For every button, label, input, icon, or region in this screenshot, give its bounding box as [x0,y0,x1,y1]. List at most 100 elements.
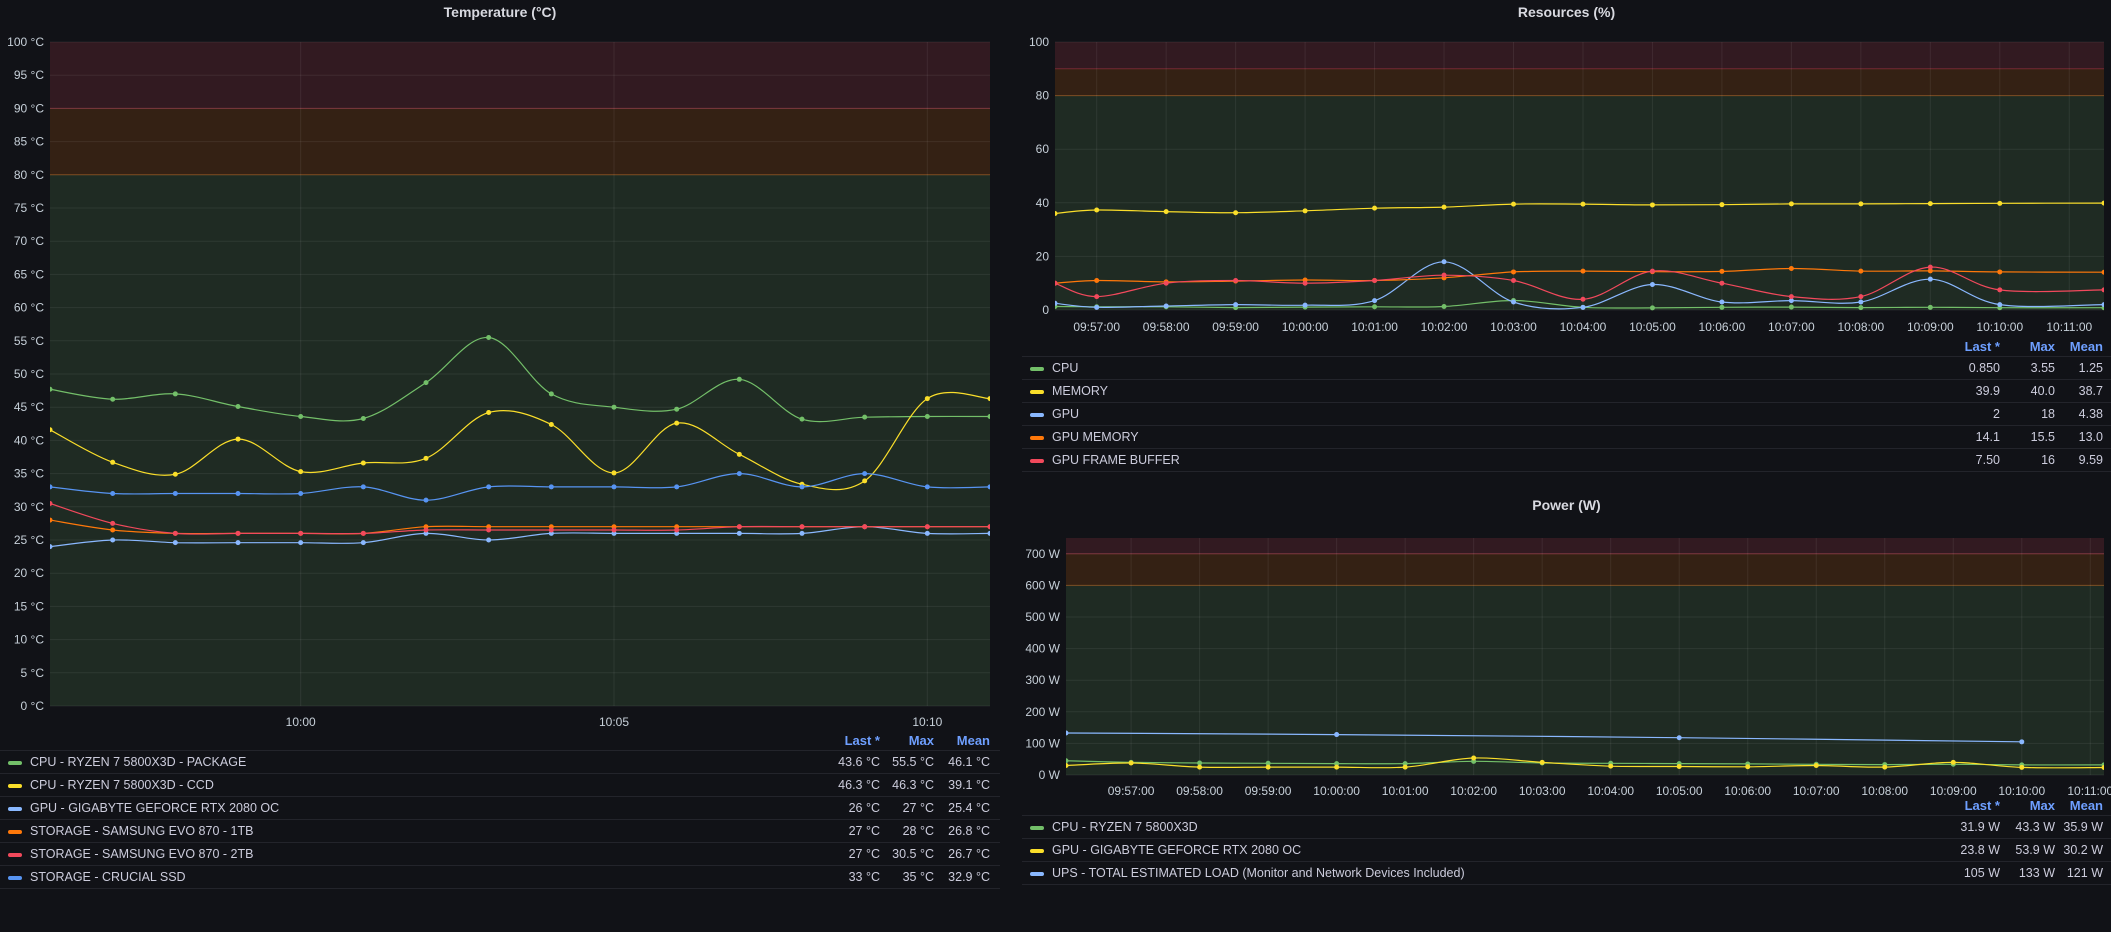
data-point [1997,287,2003,293]
data-point [360,484,366,490]
legend-row[interactable]: CPU - RYZEN 7 5800X3D 31.9 W 43.3 W 35.9 W [1022,815,2111,838]
legend-series-name[interactable]: MEMORY [1052,384,1109,398]
legend-row[interactable]: MEMORY 39.9 40.0 38.7 [1022,379,2111,402]
legend-row[interactable]: GPU - GIGABYTE GEFORCE RTX 2080 OC 23.8 W… [1022,838,2111,861]
data-point [1511,278,1517,284]
data-point [1334,761,1340,767]
threshold-band [50,42,990,109]
resources-chart[interactable]: 0 20 40 60 80 100 09:57:00 09:58:00 09:59:00 10:0… [1022,0,2111,340]
legend-series-name[interactable]: CPU - RYZEN 7 5800X3D - CCD [30,778,214,792]
series-line [1055,266,2104,300]
legend-value-last: 39.9 [1975,384,2000,398]
data-point [1858,201,1864,207]
data-point [1066,730,1069,736]
data-point [1788,298,1794,304]
legend-series-name[interactable]: GPU FRAME BUFFER [1052,453,1180,467]
y-tick-label: 5 °C [21,666,45,680]
legend-series-name[interactable]: STORAGE - SAMSUNG EVO 870 - 1TB [30,824,254,838]
power-chart[interactable]: 0 W 100 W 200 W 300 W 400 W 500 W 600 W 700 W 09… [1022,493,2111,803]
data-point [1372,298,1378,304]
x-tick-label: 10:03:00 [1490,320,1537,334]
data-point [799,484,805,490]
legend-value-last: 46.3 °C [838,778,880,792]
y-tick-label: 60 °C [14,301,44,315]
legend-column-header[interactable]: Max [908,733,934,748]
legend-column-header[interactable]: Max [2029,798,2055,813]
legend-series-name[interactable]: STORAGE - CRUCIAL SSD [30,870,186,884]
legend-row[interactable]: CPU - RYZEN 7 5800X3D - CCD 46.3 °C 46.3 °… [0,773,1000,796]
legend-column-header[interactable]: Last * [1964,339,2000,354]
data-point [423,455,429,461]
legend-column-header[interactable]: Mean [956,733,990,748]
data-point [1094,278,1100,284]
data-point [1441,304,1447,310]
legend-value-mean: 32.9 °C [948,870,990,884]
legend-row[interactable]: CPU - RYZEN 7 5800X3D - PACKAGE 43.6 °C 55… [0,750,1000,773]
y-tick-label: 15 °C [14,599,44,613]
x-tick-label: 10:10 [912,715,942,729]
legend-column-header[interactable]: Mean [2069,798,2103,813]
legend-row[interactable]: GPU 2 18 4.38 [1022,402,2111,425]
data-point [548,484,554,490]
series-line [50,336,990,423]
panel-title[interactable]: Temperature (°C) [443,4,557,20]
data-point [1511,269,1517,275]
panel-title[interactable]: Resources (%) [1517,4,1616,20]
series-line [1066,732,2022,743]
data-point [1402,764,1408,770]
legend-row[interactable]: UPS - TOTAL ESTIMATED LOAD (Monitor and … [1022,861,2111,885]
data-point [1927,304,1933,310]
legend-row[interactable]: CPU 0.850 3.55 1.25 [1022,356,2111,379]
series-color-swatch [1030,436,1044,440]
legend-row[interactable]: GPU - GIGABYTE GEFORCE RTX 2080 OC 26 °C 2… [0,796,1000,819]
legend-value-mean: 26.8 °C [948,824,990,838]
legend-series-name[interactable]: GPU [1052,407,1080,421]
data-point [1441,259,1447,265]
legend-series-name[interactable]: CPU - RYZEN 7 5800X3D [1052,820,1198,834]
legend-row[interactable]: STORAGE - SAMSUNG EVO 870 - 1TB 27 °C 28 °… [0,819,1000,842]
data-point [548,527,554,533]
legend-row[interactable]: GPU MEMORY 14.1 15.5 13.0 [1022,425,2111,448]
data-point [360,540,366,546]
x-tick-label: 10:06:00 [1724,784,1771,798]
legend-value-max: 46.3 °C [892,778,934,792]
legend-series-name[interactable]: GPU MEMORY [1052,430,1139,444]
y-tick-label: 25 °C [14,533,44,547]
legend-value-max: 30.5 °C [892,847,934,861]
threshold-band [1066,585,2104,775]
series-line [1055,261,2104,310]
x-tick-label: 10:05:00 [1629,320,1676,334]
legend-column-header[interactable]: Max [2029,339,2055,354]
legend-series-name[interactable]: STORAGE - SAMSUNG EVO 870 - 2TB [30,847,254,861]
legend-row[interactable]: STORAGE - SAMSUNG EVO 870 - 2TB 27 °C 30.5… [0,842,1000,865]
legend-column-header[interactable]: Last * [1964,798,2000,813]
series-line [1055,202,2104,215]
data-point [1055,280,1058,286]
data-point [486,334,492,340]
legend-series-name[interactable]: UPS - TOTAL ESTIMATED LOAD (Monitor and … [1052,866,1465,880]
temperature-chart[interactable]: 0 °C 5 °C 10 °C 15 °C 20 °C 25 °C 30 °C 35 °C 40… [0,0,1000,740]
x-tick-label: 10:04:00 [1587,784,1634,798]
legend-value-mean: 9.59 [2078,453,2103,467]
legend-series-name[interactable]: CPU - RYZEN 7 5800X3D - PACKAGE [30,755,247,769]
data-point [423,380,429,386]
panel-title[interactable]: Power (W) [1532,497,1601,513]
series-line [1055,299,2104,309]
data-point [1719,268,1725,274]
legend-series-name[interactable]: GPU - GIGABYTE GEFORCE RTX 2080 OC [1052,843,1302,857]
y-tick-label: 600 W [1025,578,1060,592]
legend-column-header[interactable]: Mean [2069,339,2103,354]
legend-row[interactable]: STORAGE - CRUCIAL SSD 33 °C 35 °C 32.9 °C [0,865,1000,889]
x-tick-label: 10:07:00 [1793,784,1840,798]
series-line [1066,757,2104,769]
data-point [2019,764,2025,770]
data-point [1163,303,1169,309]
data-point [50,386,53,392]
legend-series-name[interactable]: GPU - GIGABYTE GEFORCE RTX 2080 OC [30,801,280,815]
x-tick-label: 10:05 [599,715,629,729]
data-point [924,413,930,419]
legend-column-header[interactable]: Last * [844,733,880,748]
legend-row[interactable]: GPU FRAME BUFFER 7.50 16 9.59 [1022,448,2111,472]
legend-value-mean: 4.38 [2078,407,2103,421]
legend-series-name[interactable]: CPU [1052,361,1079,375]
